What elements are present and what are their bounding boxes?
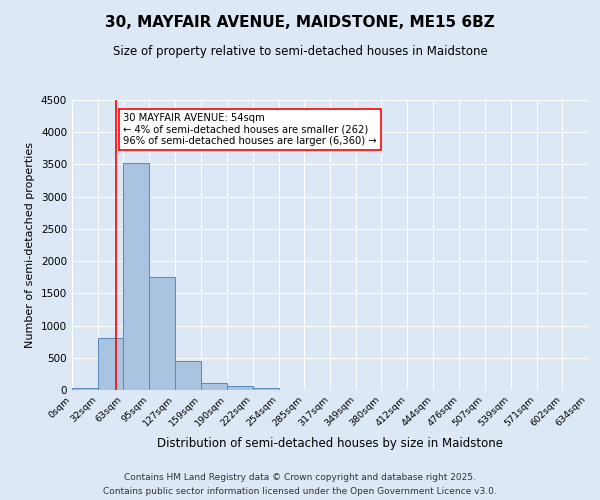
- Bar: [98, 338, 123, 390]
- Text: Size of property relative to semi-detached houses in Maidstone: Size of property relative to semi-detach…: [113, 45, 487, 58]
- Bar: [123, 163, 149, 390]
- Bar: [149, 277, 175, 390]
- Y-axis label: Number of semi-detached properties: Number of semi-detached properties: [25, 142, 35, 348]
- Bar: [202, 383, 227, 390]
- Text: Contains HM Land Registry data © Crown copyright and database right 2025.: Contains HM Land Registry data © Crown c…: [124, 472, 476, 482]
- Text: Contains public sector information licensed under the Open Government Licence v3: Contains public sector information licen…: [103, 488, 497, 496]
- Bar: [253, 388, 279, 390]
- Text: 30, MAYFAIR AVENUE, MAIDSTONE, ME15 6BZ: 30, MAYFAIR AVENUE, MAIDSTONE, ME15 6BZ: [105, 15, 495, 30]
- Bar: [72, 388, 98, 390]
- X-axis label: Distribution of semi-detached houses by size in Maidstone: Distribution of semi-detached houses by …: [157, 436, 503, 450]
- Text: 30 MAYFAIR AVENUE: 54sqm
← 4% of semi-detached houses are smaller (262)
96% of s: 30 MAYFAIR AVENUE: 54sqm ← 4% of semi-de…: [123, 113, 377, 146]
- Bar: [175, 361, 202, 390]
- Bar: [227, 386, 253, 390]
